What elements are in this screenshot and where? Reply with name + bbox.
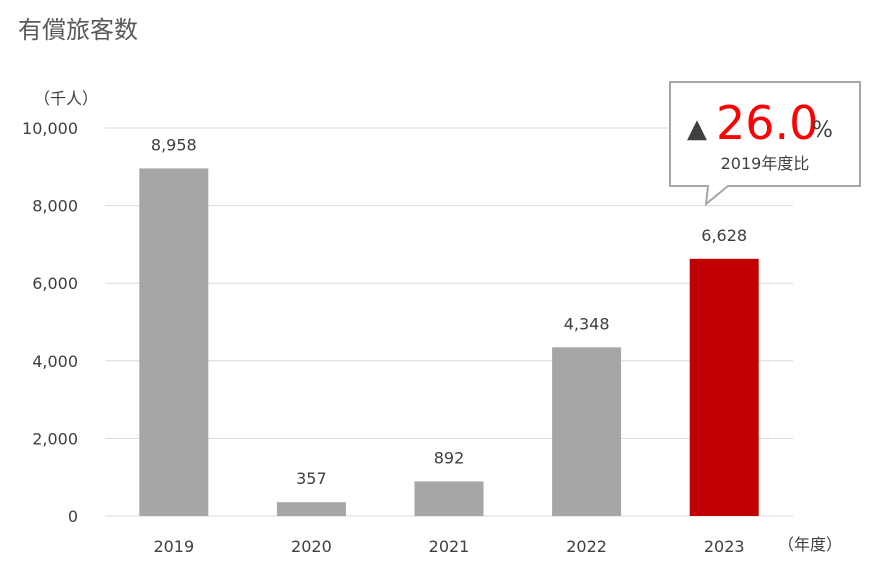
value-label: 6,628 — [701, 226, 747, 245]
y-tick-label: 0 — [68, 507, 78, 526]
x-tick-label: 2022 — [566, 537, 607, 556]
x-tick-label: 2023 — [704, 537, 745, 556]
chart-title: 有償旅客数 — [18, 16, 138, 44]
x-tick-label: 2019 — [153, 537, 194, 556]
callout-prefix: ▲ — [687, 114, 707, 144]
value-label: 892 — [434, 448, 465, 467]
bar-2022 — [552, 347, 622, 516]
x-tick-label: 2020 — [291, 537, 332, 556]
callout-box — [669, 81, 861, 207]
bar-2021 — [414, 481, 484, 516]
y-tick-label: 10,000 — [22, 119, 78, 138]
y-tick-label: 8,000 — [32, 197, 78, 216]
bar-2023 — [689, 258, 759, 516]
y-tick-label: 2,000 — [32, 429, 78, 448]
y-unit-label: （千人） — [34, 89, 98, 108]
bar-2019 — [139, 168, 209, 516]
bar-2020 — [276, 502, 346, 516]
callout-suffix: % — [812, 118, 833, 143]
y-tick-label: 6,000 — [32, 274, 78, 293]
value-label: 8,958 — [151, 135, 197, 154]
value-label: 4,348 — [564, 314, 610, 333]
value-label: 357 — [296, 469, 327, 488]
y-tick-label: 4,000 — [32, 352, 78, 371]
x-tick-label: 2021 — [429, 537, 470, 556]
callout-caption: 2019年度比 — [721, 154, 810, 173]
callout-value: 26.0 — [716, 96, 818, 150]
x-unit-label: （年度） — [778, 535, 842, 554]
comparison-callout: ▲ 26.0 % 2019年度比 — [669, 81, 861, 207]
